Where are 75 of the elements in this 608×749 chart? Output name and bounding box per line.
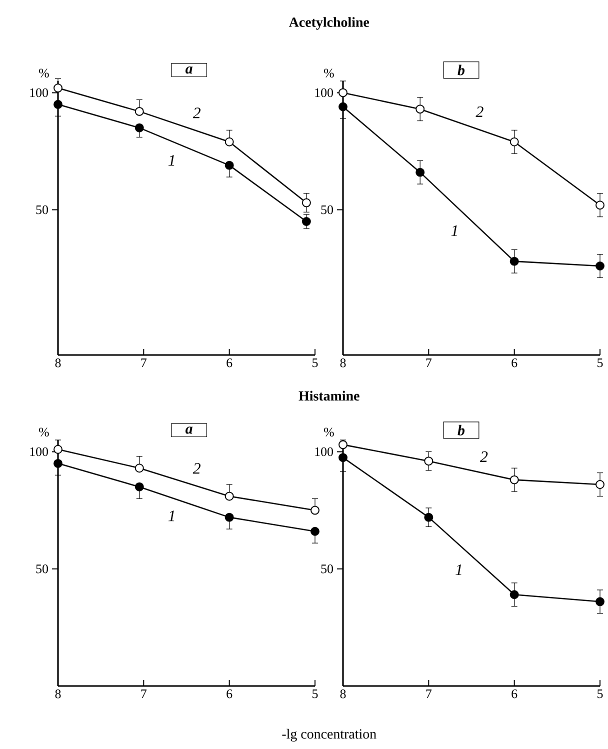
chart-subtitle: b [458,424,465,436]
point [302,198,311,208]
series-label: 2 [192,108,200,118]
point [134,464,144,473]
y-tick-label: 50 [321,564,334,574]
x-tick-label: 7 [426,358,432,367]
point [596,262,604,270]
x-tick-label: 6 [226,358,232,368]
series-label: 1 [168,510,174,522]
x-tick-label: 7 [141,358,147,367]
point [134,123,144,132]
point [416,104,425,114]
point [54,444,62,454]
chart-subtitle: a [186,426,192,434]
y-tick-label: 100 [30,447,48,456]
point [224,160,234,170]
point [310,526,320,536]
point [596,597,604,606]
x-tick-label: 5 [598,690,603,698]
point [510,256,519,266]
x-tick-label: 6 [226,690,232,698]
y-tick-label: 50 [321,205,334,214]
series-label: 2 [476,106,484,117]
chart-subtitle: a [186,66,192,74]
x-tick-label: 8 [340,358,346,368]
chart-title: Histamine [298,390,360,401]
x-tick-label: 8 [340,690,346,698]
point [596,480,604,489]
y-tick-label: 50 [36,205,48,214]
series-label: 1 [168,155,174,166]
y-tick-label: 100 [315,88,334,98]
point [54,458,62,468]
x-tick-label: 6 [512,690,518,698]
point [302,217,311,226]
point [224,512,234,522]
point [338,440,348,450]
x-tick-label: 7 [426,690,432,698]
x-tick-label: 7 [141,690,147,698]
point [338,102,348,112]
x-tick-label: 5 [598,358,603,368]
series-label: 1 [451,225,457,236]
point [134,106,144,116]
series-label: 2 [480,451,488,462]
x-tick-label: 8 [55,358,61,368]
point [596,200,604,210]
y-tick-label: 100 [30,88,48,98]
y-axis-title: % [324,68,334,78]
y-axis-title: % [38,68,49,78]
point [338,88,348,98]
point [224,137,234,146]
x-axis-title: -lg concentration [282,728,376,742]
point [134,482,144,492]
y-tick-label: 100 [315,447,334,456]
x-tick-label: 6 [512,358,518,368]
y-axis-title: % [38,428,49,436]
x-tick-label: 5 [312,690,318,698]
series-label: 1 [456,564,462,575]
point [54,100,62,109]
x-tick-label: 5 [312,358,318,368]
y-axis-title: % [324,428,334,436]
point [424,456,434,466]
series-label: 2 [192,463,200,474]
point [310,506,320,515]
x-tick-label: 8 [55,690,61,698]
point [424,512,434,522]
point [54,84,62,93]
chart-subtitle: b [458,64,465,76]
point [510,590,519,600]
chart-title: Acetylcholine [288,17,370,30]
point [416,168,425,177]
point [224,492,234,501]
point [510,137,519,146]
point [338,453,348,462]
point [510,475,519,484]
y-tick-label: 50 [36,564,48,574]
